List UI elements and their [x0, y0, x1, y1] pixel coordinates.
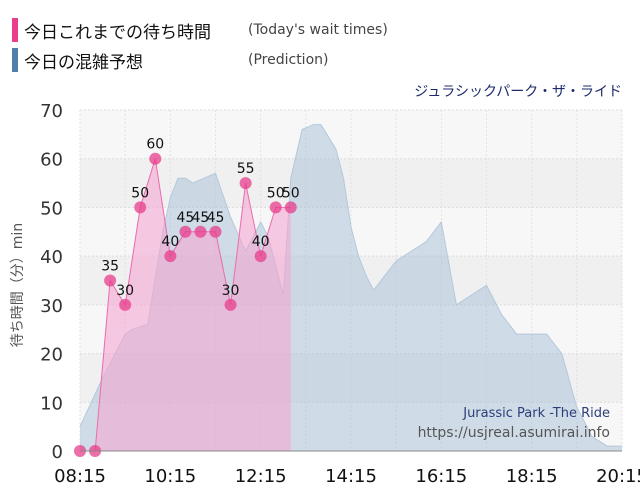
x-tick-label: 08:15: [54, 466, 106, 487]
legend-label-prediction: 今日の混雑予想: [24, 52, 143, 73]
data-label: 50: [131, 185, 149, 201]
today-point: [134, 201, 147, 214]
prediction-line: [79, 124, 622, 447]
x-tick-label: 18:15: [506, 466, 558, 487]
data-label: 40: [252, 234, 270, 250]
today-point: [119, 298, 132, 311]
today-point: [194, 225, 207, 238]
y-tick-label: 10: [40, 393, 63, 414]
y-tick-label: 20: [40, 345, 63, 366]
legend-sub-prediction: (Prediction): [248, 52, 329, 68]
legend-item-prediction[interactable]: 今日の混雑予想 (Prediction): [12, 47, 328, 73]
data-label: 60: [146, 137, 164, 153]
today-point: [239, 177, 252, 190]
legend-sub-today: (Today's wait times): [248, 22, 388, 38]
data-label: 45: [207, 210, 225, 226]
data-label: 30: [116, 283, 134, 299]
today-point: [104, 274, 117, 287]
y-axis-label: 待ち時間（分）min: [10, 223, 26, 347]
data-label: 45: [192, 210, 210, 226]
today-point: [269, 201, 282, 214]
data-label: 30: [222, 283, 240, 299]
legend-label-today: 今日これまでの待ち時間: [24, 22, 211, 43]
x-tick-label: 14:15: [325, 466, 377, 487]
today-point: [224, 298, 237, 311]
today-point: [179, 225, 192, 238]
data-label: 55: [237, 161, 255, 177]
y-tick-label: 30: [40, 296, 63, 317]
y-tick-label: 50: [40, 198, 63, 219]
today-point: [149, 152, 162, 165]
today-point: [209, 225, 222, 238]
chart-title: ジュラシックパーク・ザ・ライド: [414, 84, 622, 100]
data-label: 50: [282, 185, 300, 201]
watermark-url: https://usjreal.asumirai.info: [418, 425, 610, 441]
y-tick-label: 0: [52, 442, 63, 463]
legend-swatch-today: [12, 18, 18, 42]
today-point: [284, 201, 297, 214]
data-label: 40: [161, 234, 179, 250]
legend-swatch-prediction: [12, 48, 18, 72]
x-tick-label: 10:15: [144, 466, 196, 487]
y-tick-label: 70: [40, 101, 63, 122]
x-tick-label: 20:15: [596, 466, 640, 487]
today-point: [254, 250, 267, 263]
x-tick-label: 12:15: [235, 466, 287, 487]
today-point: [164, 250, 177, 263]
y-tick-label: 40: [40, 247, 63, 268]
data-label: 45: [176, 210, 194, 226]
legend-item-today[interactable]: 今日これまでの待ち時間 (Today's wait times): [12, 17, 388, 43]
data-label: 35: [101, 259, 119, 275]
watermark-title: Jurassic Park -The Ride: [462, 406, 610, 421]
y-tick-label: 60: [40, 150, 63, 171]
data-label: 50: [267, 185, 285, 201]
today-area: [80, 158, 291, 451]
x-tick-label: 16:15: [415, 466, 467, 487]
